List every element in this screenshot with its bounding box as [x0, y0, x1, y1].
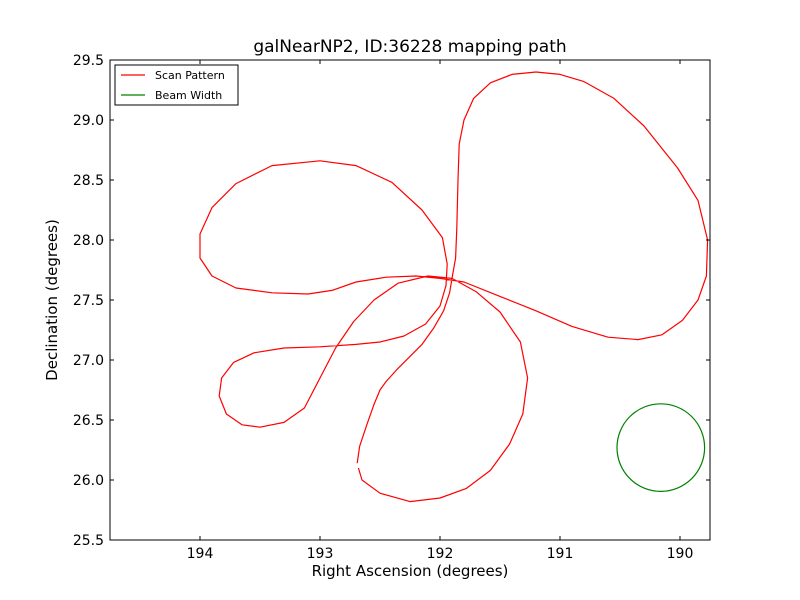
series-line-scan-pattern [199, 71, 709, 503]
ticks-layer: 194 193 192 191 190 25.5 26.0 26.5 27.0 27.5 28.0 2… [73, 53, 710, 562]
legend-label-beam-width: Beam Width [155, 89, 222, 102]
legend-label-scan-pattern: Scan Pattern [155, 69, 225, 82]
y-tick-label: 29.5 [73, 53, 104, 69]
y-tick-label: 27.0 [73, 353, 104, 369]
legend: Scan Pattern Beam Width [114, 64, 239, 106]
plot-area: 194 193 192 191 190 25.5 26.0 26.5 27.0 27.5 28.0 2… [73, 53, 711, 562]
y-axis-label: Declination (degrees) [43, 219, 61, 381]
legend-box [114, 64, 239, 106]
x-tick-label: 192 [427, 546, 454, 562]
x-tick-label: 191 [547, 546, 574, 562]
y-tick-label: 26.0 [73, 473, 104, 489]
y-tick-label: 25.5 [73, 533, 104, 549]
x-tick-label: 193 [307, 546, 334, 562]
y-tick-label: 29.0 [73, 113, 104, 129]
y-tick-label: 28.5 [73, 173, 104, 189]
y-tick-label: 27.5 [73, 293, 104, 309]
y-tick-label: 26.5 [73, 413, 104, 429]
x-axis-label: Right Ascension (degrees) [312, 562, 509, 580]
axes-background [110, 60, 710, 540]
x-tick-label: 194 [187, 546, 214, 562]
series-circle-beam-width [616, 403, 706, 493]
y-tick-label: 28.0 [73, 233, 104, 249]
x-tick-label: 190 [667, 546, 694, 562]
series-layer [199, 71, 709, 503]
chart-title: galNearNP2, ID:36228 mapping path [253, 37, 566, 57]
